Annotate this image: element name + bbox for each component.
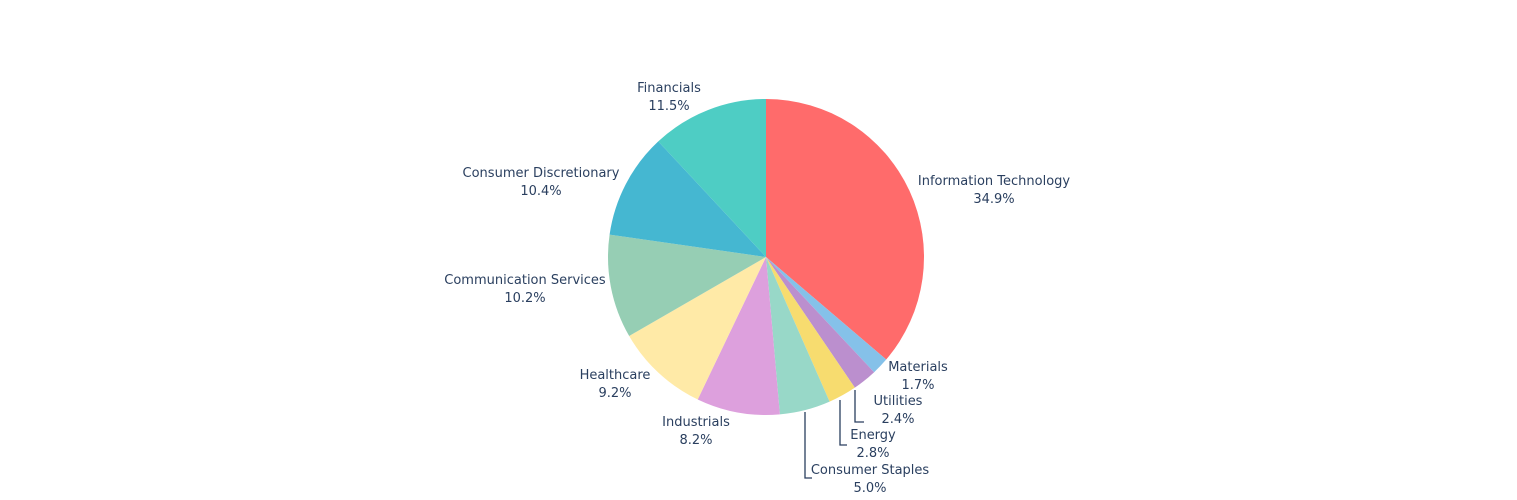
slice-label-consumer-staples: Consumer Staples (811, 463, 930, 478)
pie-slice-healthcare[interactable] (629, 257, 766, 400)
pie-slice-financials[interactable] (658, 99, 766, 257)
slice-label-consumer-discretionary: Consumer Discretionary (463, 166, 620, 181)
slice-percent-materials: 1.7% (901, 378, 934, 393)
slice-percent-consumer-staples: 5.0% (853, 481, 886, 496)
leader-line-consumer-staples (804, 412, 812, 479)
slice-labels: Information Technology 34.9% Materials 1.7%… (444, 81, 1070, 496)
slice-label-materials: Materials (888, 360, 948, 375)
slice-percent-healthcare: 9.2% (598, 386, 631, 401)
slice-percent-industrials: 8.2% (679, 433, 712, 448)
slice-percent-energy: 2.8% (856, 446, 889, 461)
slice-label-industrials: Industrials (662, 415, 730, 430)
slice-percent-communication-services: 10.2% (504, 291, 545, 306)
leader-line-utilities (854, 390, 864, 423)
slice-percent-utilities: 2.4% (881, 412, 914, 427)
slice-label-healthcare: Healthcare (580, 368, 651, 383)
leader-line-energy (839, 400, 847, 446)
pie-slice-consumer-staples[interactable] (766, 257, 830, 415)
pie-slice-communication-services[interactable] (607, 234, 766, 336)
pie-slice-consumer-discretionary[interactable] (609, 141, 766, 257)
slice-label-communication-services: Communication Services (444, 273, 606, 288)
slice-percent-financials: 11.5% (648, 99, 689, 114)
pie-slice-utilities[interactable] (766, 257, 875, 388)
pie-slice-information-technology[interactable] (766, 99, 925, 360)
leader-lines (804, 390, 864, 479)
slice-label-financials: Financials (637, 81, 701, 96)
slice-percent-consumer-discretionary: 10.4% (520, 184, 561, 199)
pie-slice-materials[interactable] (766, 257, 887, 373)
slice-label-energy: Energy (850, 428, 896, 443)
slice-percent-information-technology: 34.9% (973, 192, 1014, 207)
slice-label-information-technology: Information Technology (918, 174, 1071, 189)
pie-slices (607, 99, 925, 415)
pie-slice-energy[interactable] (766, 257, 855, 402)
pie-slice-industrials[interactable] (697, 257, 780, 415)
slice-label-utilities: Utilities (874, 394, 923, 409)
